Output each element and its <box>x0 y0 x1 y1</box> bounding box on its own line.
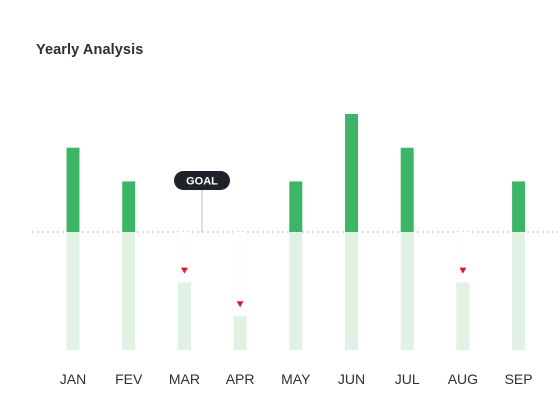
goal-badge <box>174 171 230 190</box>
x-tick-fev: FEV <box>115 371 143 387</box>
chart-title: Yearly Analysis <box>36 42 144 58</box>
bar-gap-aug <box>456 232 470 283</box>
bar-gap-apr <box>233 232 247 317</box>
bar-aug <box>456 282 470 350</box>
bar-background-jul <box>400 232 414 350</box>
bar-fev <box>122 181 136 232</box>
x-tick-aug: AUG <box>448 371 478 387</box>
goal-badge-label: GOAL <box>186 176 218 188</box>
x-tick-apr: APR <box>226 371 255 387</box>
bar-background-fev <box>122 232 136 350</box>
x-tick-may: MAY <box>281 371 311 387</box>
bar-gap-mar <box>177 232 191 283</box>
bar-background-may <box>289 232 303 350</box>
bar-may <box>289 181 303 232</box>
bar-jul <box>400 147 414 232</box>
x-tick-jun: JUN <box>338 371 365 387</box>
bar-mar <box>177 282 191 350</box>
bar-apr <box>233 316 247 350</box>
x-tick-mar: MAR <box>169 371 200 387</box>
bar-background-jan <box>66 232 80 350</box>
x-tick-jan: JAN <box>60 371 86 387</box>
bar-jun <box>345 114 358 232</box>
below-goal-marker-mar <box>180 267 188 274</box>
bar-background-sep <box>512 232 526 350</box>
bar-background-jun <box>345 232 358 350</box>
below-goal-marker-apr <box>236 301 244 308</box>
bar-jan <box>66 147 80 232</box>
x-tick-jul: JUL <box>395 371 420 387</box>
below-goal-marker-aug <box>459 267 467 274</box>
bar-sep <box>512 181 526 232</box>
x-tick-sep: SEP <box>505 371 533 387</box>
